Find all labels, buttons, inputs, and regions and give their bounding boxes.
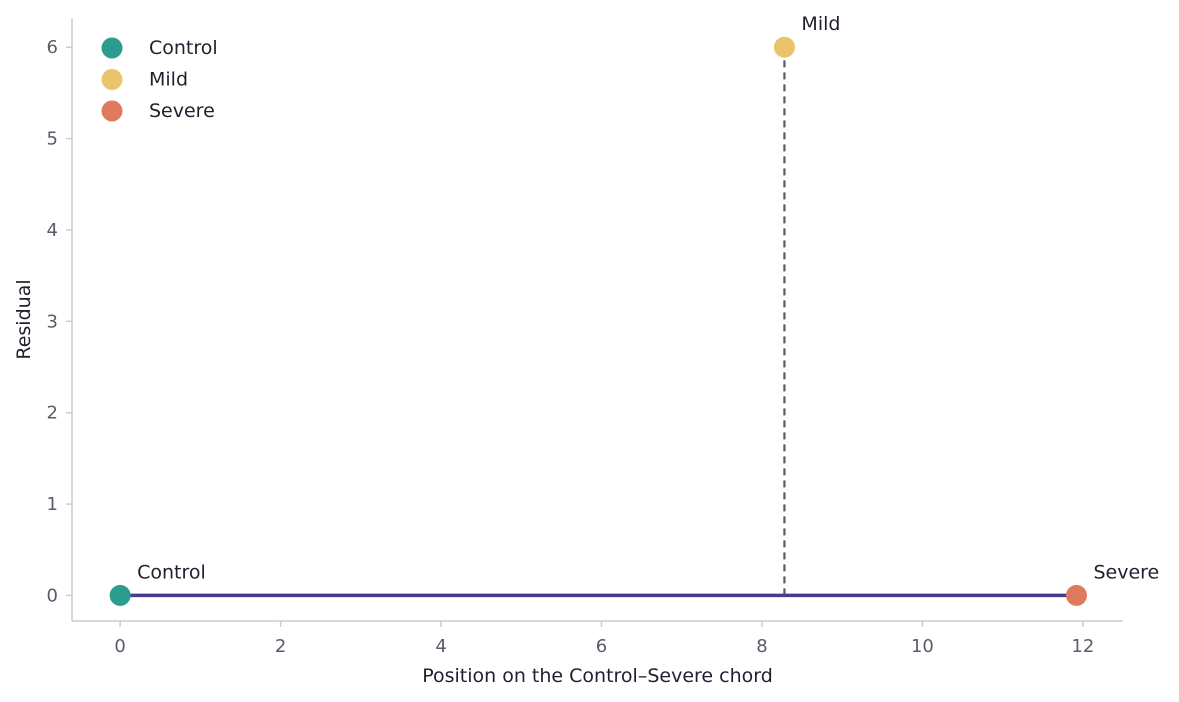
point-label-control: Control	[137, 561, 206, 583]
point-label-mild: Mild	[801, 13, 840, 35]
x-tick-label: 10	[911, 636, 934, 657]
y-tick-label: 2	[47, 403, 58, 424]
marks: Control Mild Severe	[109, 13, 1159, 606]
legend-marker-control	[101, 37, 123, 59]
legend-marker-severe	[101, 100, 123, 122]
legend-marker-mild	[101, 69, 123, 90]
y-tick-label: 1	[47, 494, 58, 515]
x-tick-label: 8	[756, 636, 767, 657]
point-label-severe: Severe	[1093, 561, 1159, 583]
point-severe	[1065, 584, 1087, 606]
y-tick-label: 6	[47, 37, 58, 58]
legend-label-mild: Mild	[149, 69, 188, 91]
x-tick-label: 2	[275, 636, 286, 657]
y-tick-label: 5	[47, 129, 58, 150]
y-ticks: 0 1 2 3 4 5 6	[47, 37, 72, 606]
x-tick-label: 12	[1071, 636, 1094, 657]
point-labels: Control Mild Severe	[137, 13, 1159, 583]
y-tick-label: 4	[47, 220, 58, 241]
x-tick-label: 0	[114, 636, 125, 657]
legend: Control Mild Severe	[101, 37, 218, 122]
point-mild	[773, 36, 795, 58]
legend-label-control: Control	[149, 37, 218, 59]
x-tick-label: 6	[596, 636, 607, 657]
legend-label-severe: Severe	[149, 100, 215, 122]
y-axis-title: Residual	[13, 279, 35, 359]
point-control	[109, 584, 131, 606]
y-tick-label: 0	[47, 585, 58, 606]
points	[109, 36, 1087, 606]
x-axis-title: Position on the Control–Severe chord	[422, 665, 773, 687]
x-tick-label: 4	[435, 636, 446, 657]
y-tick-label: 3	[47, 311, 58, 332]
x-ticks: 0 2 4 6 8 10 12	[114, 621, 1094, 657]
